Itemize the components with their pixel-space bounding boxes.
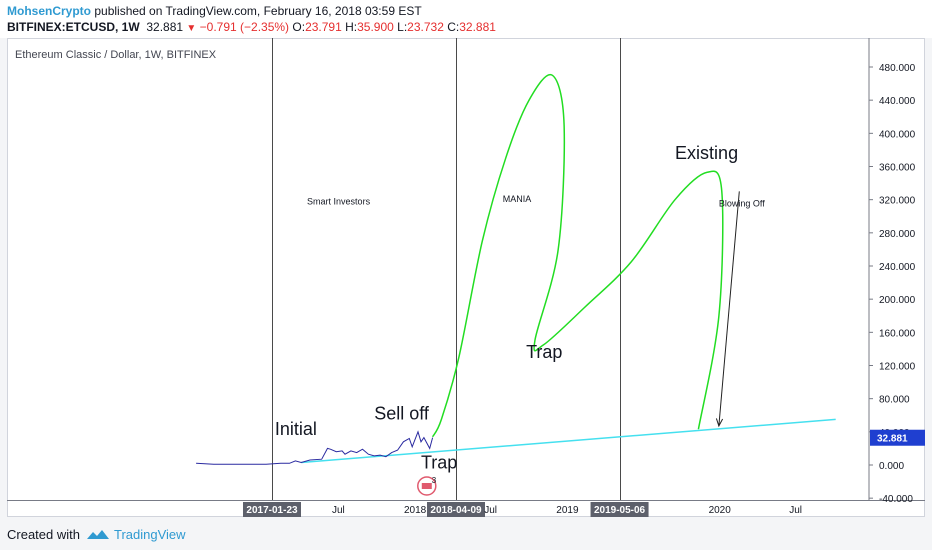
price-tick-label: 480.000	[879, 63, 916, 74]
price-tick-label: 120.000	[879, 362, 916, 373]
price-chart[interactable]: Ethereum Classic / Dollar, 1W, BITFINEX -…	[7, 38, 925, 517]
annotation-label: Smart Investors	[307, 197, 371, 207]
created-with-label: Created with	[7, 527, 80, 542]
open-label: O:	[292, 20, 306, 34]
last-price-tag-label: 32.881	[877, 434, 908, 445]
projection-curve	[431, 73, 724, 438]
annotation-label: Trap	[421, 452, 457, 472]
time-tick-label: Jul	[332, 505, 345, 516]
arrow-head	[715, 418, 724, 428]
date-badge	[427, 502, 485, 517]
close-value: 32.881	[459, 20, 496, 34]
time-tick-label: 2019	[556, 505, 579, 516]
annotation-label: Sell off	[374, 403, 430, 423]
flag-icon	[421, 483, 432, 489]
price-change: −0.791 (−2.35%)	[199, 20, 290, 34]
publication-line: MohsenCrypto published on TradingView.co…	[7, 4, 422, 18]
date-badge	[590, 502, 649, 517]
annotation-label: Trap	[526, 342, 562, 362]
trendline	[301, 418, 836, 464]
annotation-label: MANIA	[503, 194, 532, 204]
high-value: 35.900	[357, 20, 394, 34]
price-tick-label: 440.000	[879, 96, 916, 107]
price-tick-label: 240.000	[879, 262, 916, 273]
time-tick-label: 2017-01-23	[246, 505, 298, 516]
price-tick-label: -40.000	[879, 494, 913, 505]
price-tick-label: 0.000	[879, 461, 904, 472]
price-tick-label: 360.000	[879, 163, 916, 174]
annotation-label: Blowing Off	[719, 198, 765, 208]
price-tick-label: 80.000	[879, 395, 910, 406]
published-text: published on TradingView.com, February 1…	[94, 4, 422, 18]
chart-panel[interactable]: Ethereum Classic / Dollar, 1W, BITFINEX -…	[7, 38, 925, 517]
ohlc-line: BITFINEX:ETCUSD, 1W 32.881 ▼ −0.791 (−2.…	[7, 20, 496, 34]
time-tick-label: Jul	[484, 505, 497, 516]
open-value: 23.791	[305, 20, 342, 34]
time-tick-label: 2019-05-06	[594, 505, 646, 516]
last-price-tag	[870, 429, 925, 446]
down-arrow-icon: ▼	[186, 23, 197, 34]
time-tick-label: Jul	[789, 505, 802, 516]
price-tick-label: 320.000	[879, 196, 916, 207]
high-label: H:	[345, 20, 358, 34]
price-tick-label: 200.000	[879, 295, 916, 306]
symbol-label: BITFINEX:ETCUSD, 1W	[7, 20, 140, 34]
price-line	[196, 430, 434, 465]
low-label: L:	[397, 20, 408, 34]
footer: Created with TradingView	[0, 517, 932, 550]
tradingview-cloud-icon	[87, 530, 109, 539]
low-value: 23.732	[407, 20, 444, 34]
time-tick-label: 2018	[404, 505, 427, 516]
close-label: C:	[447, 20, 460, 34]
tradingview-brand-link[interactable]: TradingView	[114, 527, 186, 542]
last-price: 32.881	[146, 20, 184, 34]
time-tick-label: 2018-04-09	[430, 505, 482, 516]
time-tick-label: 2020	[709, 505, 732, 516]
annotation-label: Existing	[675, 143, 738, 163]
price-tick-label: 280.000	[879, 229, 916, 240]
publication-header: MohsenCrypto published on TradingView.co…	[0, 0, 932, 38]
event-count: 3	[432, 476, 437, 485]
blowing-off-arrow	[718, 191, 740, 427]
annotation-label: Initial	[275, 419, 317, 439]
author-link[interactable]: MohsenCrypto	[7, 4, 91, 18]
price-tick-label: 160.000	[879, 328, 916, 339]
date-badge	[243, 502, 301, 517]
chart-title: Ethereum Classic / Dollar, 1W, BITFINEX	[15, 49, 217, 61]
price-tick-label: 400.000	[879, 129, 916, 140]
chart-frame	[7, 38, 925, 517]
